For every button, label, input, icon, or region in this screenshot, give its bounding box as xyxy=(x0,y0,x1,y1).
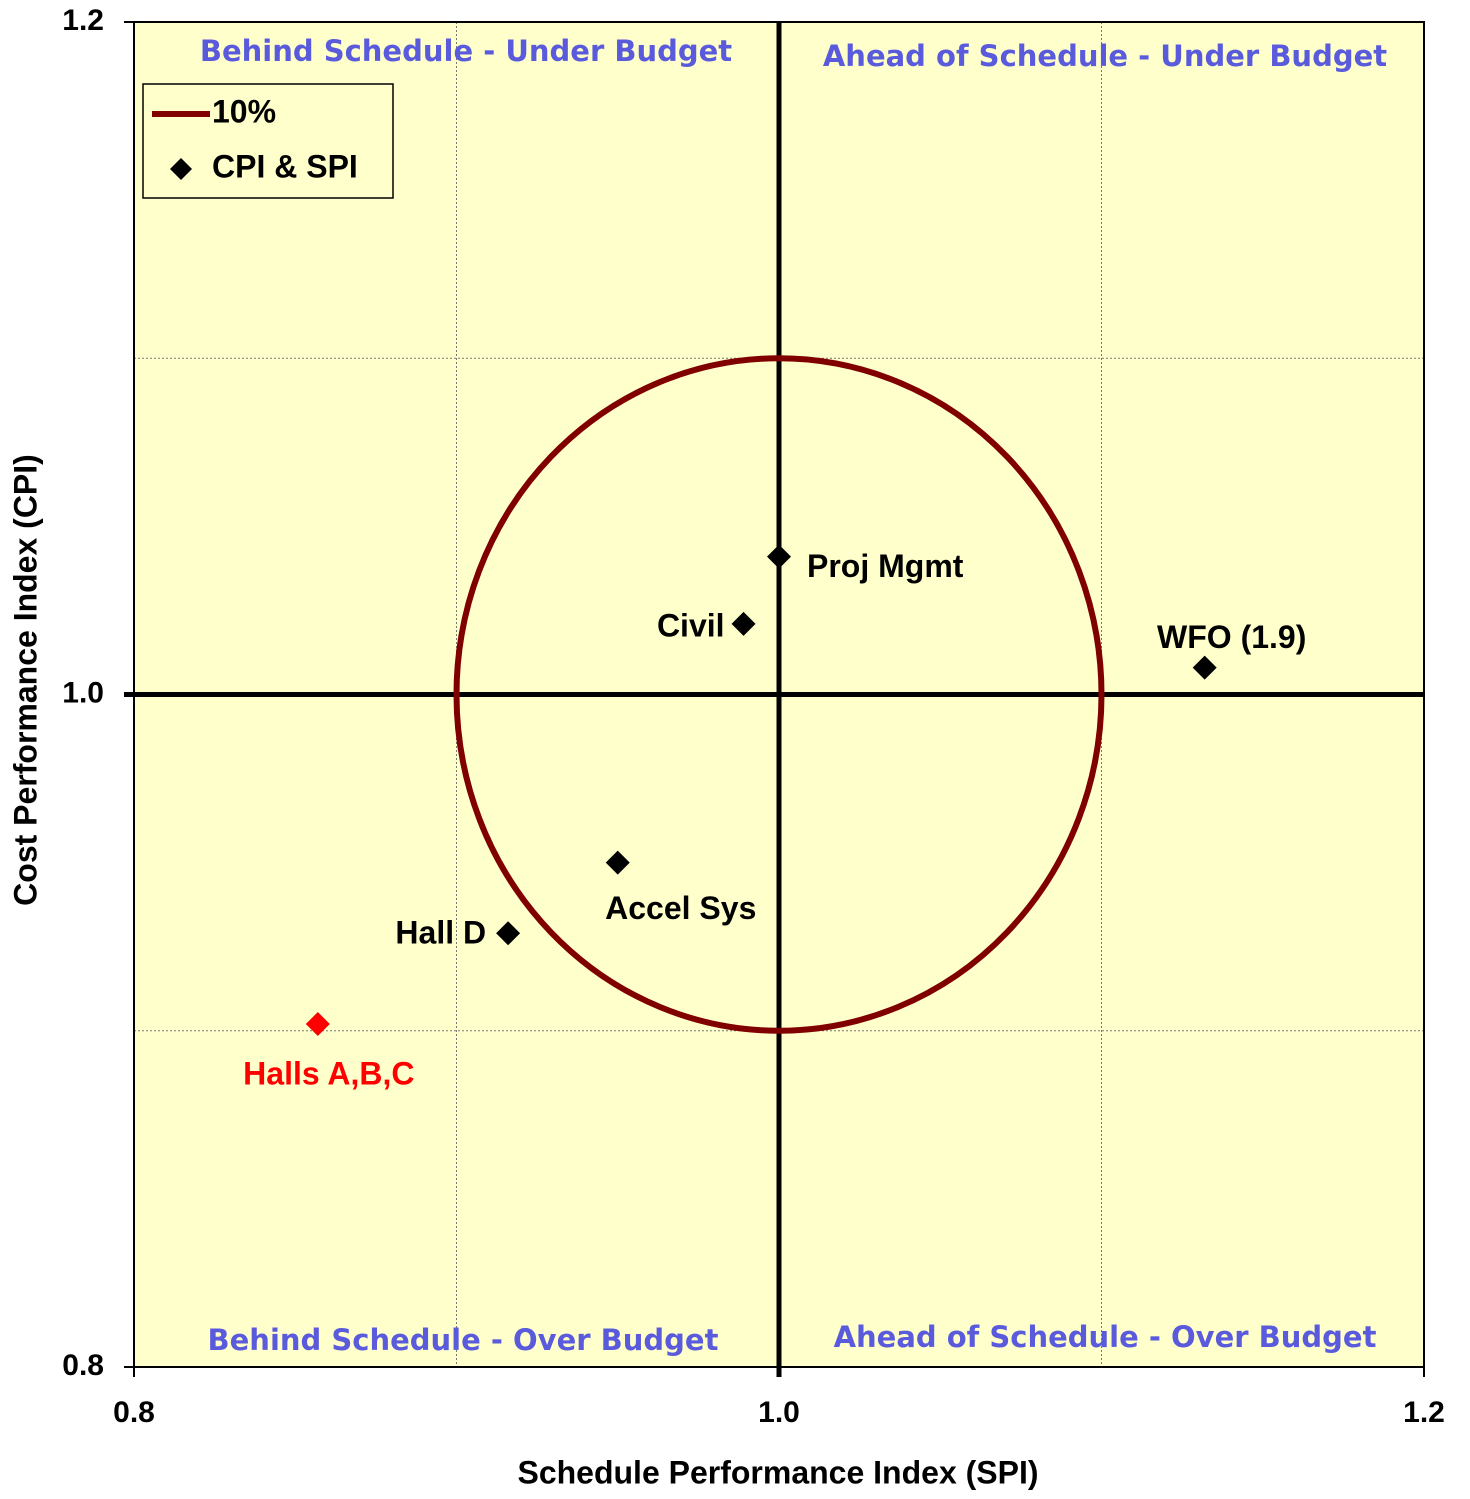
quadrant-label: Ahead of Schedule - Over Budget xyxy=(834,1320,1377,1354)
legend-marker xyxy=(170,158,192,180)
point-label: Hall D xyxy=(395,915,486,951)
legend-label: CPI & SPI xyxy=(212,148,358,184)
x-axis-label: Schedule Performance Index (SPI) xyxy=(517,1454,1038,1490)
tolerance-circle xyxy=(453,355,1105,1034)
point-label: WFO (1.9) xyxy=(1157,619,1306,655)
quadrant-label: Behind Schedule - Over Budget xyxy=(208,1323,719,1357)
data-point xyxy=(496,921,521,946)
point-label: Accel Sys xyxy=(605,890,756,926)
point-label: Proj Mgmt xyxy=(807,548,964,584)
y-tick-label: 0.8 xyxy=(62,1349,104,1382)
data-point xyxy=(1192,655,1217,680)
y-tick-label: 1.2 xyxy=(62,4,104,37)
x-tick-label: 1.0 xyxy=(758,1396,800,1429)
quadrant-label: Ahead of Schedule - Under Budget xyxy=(823,39,1387,73)
data-point xyxy=(731,611,756,636)
point-label: Halls A,B,C xyxy=(243,1055,414,1091)
data-point xyxy=(605,850,630,875)
data-point xyxy=(767,544,791,569)
data-point xyxy=(305,1012,330,1037)
x-tick-label: 0.8 xyxy=(113,1396,155,1429)
x-tick-label: 1.2 xyxy=(1403,1396,1445,1429)
y-axis-label: Cost Performance Index (CPI) xyxy=(7,454,43,906)
legend-label: 10% xyxy=(212,93,276,129)
quadrant-label: Behind Schedule - Under Budget xyxy=(200,34,732,68)
plot-border xyxy=(133,21,1425,1368)
legend-box xyxy=(142,83,394,199)
y-tick-label: 1.0 xyxy=(62,676,104,709)
point-label: Civil xyxy=(657,607,725,643)
